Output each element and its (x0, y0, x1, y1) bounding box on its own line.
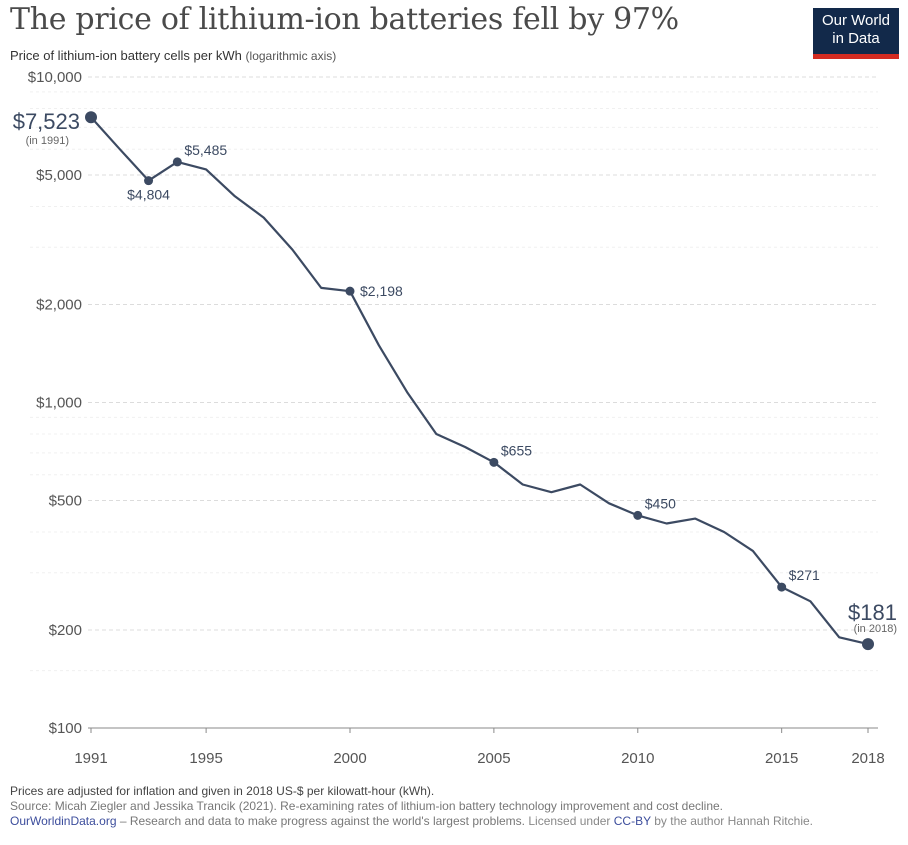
data-label: $655 (501, 442, 532, 458)
data-point (862, 638, 874, 651)
x-tick-label: 1995 (189, 750, 222, 767)
x-tick-label: 2015 (765, 750, 798, 767)
y-tick-label: $200 (49, 622, 82, 639)
license-suffix: by the author Hannah Ritchie. (650, 814, 813, 828)
data-label: $2,198 (360, 283, 403, 299)
y-tick-label: $100 (49, 720, 82, 737)
data-point (85, 111, 97, 124)
license-link[interactable]: CC-BY (613, 814, 651, 828)
data-label: $450 (645, 495, 676, 511)
data-point (489, 457, 499, 467)
chart-subtitle: Price of lithium-ion battery cells per k… (10, 48, 336, 63)
data-point (144, 176, 154, 186)
x-tick-label: 2005 (477, 750, 510, 767)
y-tick-label: $5,000 (36, 167, 82, 184)
our-world-in-data-logo[interactable]: Our World in Data (813, 8, 899, 59)
y-tick-label: $1,000 (36, 395, 82, 412)
data-label: $5,485 (184, 142, 227, 158)
x-tick-label: 2010 (621, 750, 654, 767)
data-label: $4,804 (127, 187, 170, 203)
line-chart: $100 $200 $500 $1,000 $2,000 $5,000 $10,000 199… (13, 69, 897, 767)
subtitle-text: Price of lithium-ion battery cells per k… (10, 48, 242, 63)
data-point (777, 582, 787, 592)
license-prefix: Licensed under (528, 814, 614, 828)
footer-note: Prices are adjusted for inflation and gi… (10, 784, 435, 798)
footer-source: Source: Micah Ziegler and Jessika Tranci… (10, 799, 724, 813)
x-tick-label: 2000 (333, 750, 366, 767)
data-point (172, 157, 182, 167)
chart-title: The price of lithium-ion batteries fell … (10, 2, 679, 37)
price-series-line (89, 116, 870, 646)
data-label: $271 (789, 567, 820, 583)
data-label: $181 (848, 600, 897, 625)
site-link[interactable]: OurWorldinData.org (10, 814, 117, 828)
data-label-note: (in 2018) (854, 623, 897, 635)
y-tick-label: $10,000 (28, 69, 82, 86)
footer-credits: OurWorldinData.org – Research and data t… (10, 814, 813, 828)
data-point (633, 510, 643, 520)
data-label-note: (in 1991) (26, 135, 69, 147)
footer-tagline: – Research and data to make progress aga… (116, 814, 526, 828)
logo-line-2: in Data (832, 30, 880, 47)
x-tick-label: 2018 (851, 750, 884, 767)
data-point (345, 286, 355, 296)
logo-line-1: Our World (821, 12, 891, 29)
x-tick-label: 1991 (74, 750, 107, 767)
y-tick-label: $500 (49, 492, 82, 509)
subtitle-axis-note: (logarithmic axis) (245, 49, 337, 63)
data-label: $7,523 (13, 109, 80, 134)
y-tick-label: $2,000 (36, 297, 82, 314)
